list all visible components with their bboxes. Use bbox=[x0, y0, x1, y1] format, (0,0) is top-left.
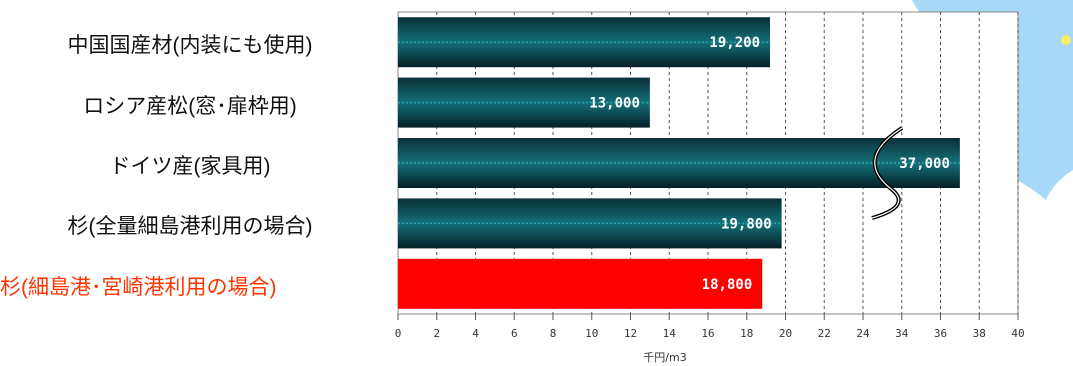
x-tick-label: 22 bbox=[818, 327, 831, 340]
bar-value-label: 19,200 bbox=[709, 35, 760, 51]
x-tick-label: 2 bbox=[433, 327, 440, 340]
bar-value-label: 18,800 bbox=[702, 277, 753, 293]
bar-value-label: 13,000 bbox=[589, 96, 640, 112]
x-tick-label: 38 bbox=[973, 327, 986, 340]
bar-highlight bbox=[398, 258, 763, 309]
category-label: ドイツ産(家具用) bbox=[109, 155, 271, 178]
x-tick-label: 24 bbox=[856, 327, 870, 340]
x-tick-label: 40 bbox=[1011, 327, 1024, 340]
bar-value-label: 37,000 bbox=[899, 156, 950, 172]
x-tick-label: 36 bbox=[934, 327, 947, 340]
map-marker bbox=[1061, 35, 1071, 45]
x-tick-label: 12 bbox=[624, 327, 637, 340]
x-axis-ticks: 0 2 4 6 8 10 12 14 16 18 20 22 24 34 36 38 40 bbox=[395, 314, 1025, 340]
bar-value-label: 19,800 bbox=[721, 216, 772, 232]
x-tick-label: 14 bbox=[663, 327, 677, 340]
x-tick-label: 8 bbox=[550, 327, 557, 340]
x-unit-label: 千円/m3 bbox=[643, 351, 686, 364]
x-tick-label: 16 bbox=[701, 327, 714, 340]
category-label: 中国国産材(内装にも使用) bbox=[67, 34, 313, 58]
x-tick-label: 34 bbox=[895, 327, 909, 340]
category-label: ロシア産松(窓･扉枠用) bbox=[83, 94, 297, 118]
category-label: 杉(細島港･宮崎港利用の場合) bbox=[0, 275, 277, 299]
x-tick-label: 0 bbox=[395, 327, 402, 340]
x-tick-label: 6 bbox=[511, 327, 518, 340]
category-label: 杉(全量細島港利用の場合) bbox=[67, 215, 313, 239]
bars: 19,200 13,000 37,000 19,800 18,800 bbox=[398, 17, 960, 309]
x-tick-label: 10 bbox=[585, 327, 598, 340]
axis-break-marker bbox=[871, 127, 903, 219]
x-tick-label: 18 bbox=[740, 327, 753, 340]
x-tick-label: 4 bbox=[472, 327, 479, 340]
bar bbox=[398, 198, 782, 249]
x-tick-label: 20 bbox=[779, 327, 792, 340]
